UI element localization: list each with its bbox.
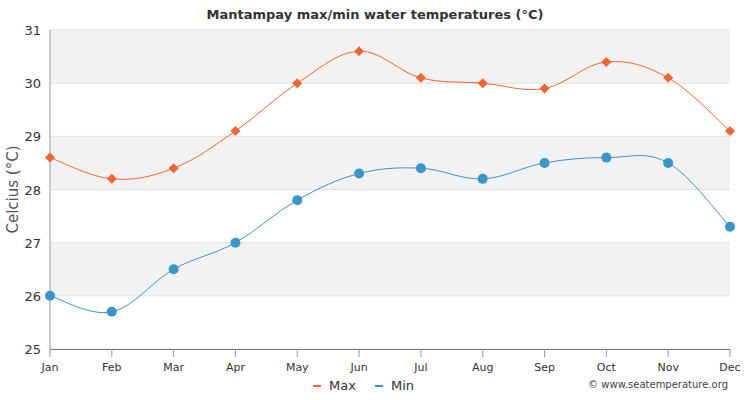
x-tick-label: Feb bbox=[102, 361, 121, 374]
marker bbox=[107, 174, 117, 184]
y-axis-label: Celcius (°C) bbox=[4, 145, 22, 233]
x-tick bbox=[173, 349, 174, 357]
marker bbox=[416, 73, 426, 83]
x-tick-label: Dec bbox=[719, 361, 740, 374]
marker bbox=[725, 222, 735, 232]
marker bbox=[663, 73, 673, 83]
series-line bbox=[50, 156, 730, 313]
grid bbox=[50, 30, 730, 349]
marker bbox=[107, 307, 117, 317]
series-line bbox=[50, 51, 730, 179]
y-tick-label: 29 bbox=[24, 129, 41, 144]
x-tick-label: Nov bbox=[657, 361, 679, 374]
grid-line bbox=[50, 189, 730, 190]
grid-line bbox=[50, 295, 730, 296]
marker bbox=[478, 174, 488, 184]
grid-band bbox=[50, 30, 730, 83]
marker bbox=[45, 153, 55, 163]
chart: 25 26 27 28 29 30 31 Jan Feb Mar Apr May Jun Jul Aug Se… bbox=[0, 0, 750, 400]
x-tick bbox=[482, 349, 483, 357]
x-tick bbox=[668, 349, 669, 357]
x-tick bbox=[235, 349, 236, 357]
plot-area bbox=[45, 46, 735, 317]
legend-swatch bbox=[313, 385, 321, 387]
x-tick-label: Apr bbox=[226, 361, 246, 374]
x-tick bbox=[606, 349, 607, 357]
marker bbox=[540, 83, 550, 93]
x-tick-label: Mar bbox=[163, 361, 184, 374]
marker bbox=[601, 153, 611, 163]
marker bbox=[725, 126, 735, 136]
x-tick bbox=[359, 349, 360, 357]
y-tick-label: 25 bbox=[24, 342, 41, 357]
marker bbox=[354, 169, 364, 179]
legend: Max Min bbox=[313, 378, 414, 393]
grid-line bbox=[50, 136, 730, 137]
marker bbox=[354, 46, 364, 56]
grid-line bbox=[50, 349, 730, 350]
grid-band bbox=[50, 136, 730, 189]
x-tick bbox=[111, 349, 112, 357]
grid-line bbox=[50, 242, 730, 243]
credit: © www.seatemperature.org bbox=[588, 379, 728, 390]
x-tick-label: Jun bbox=[349, 361, 367, 374]
marker bbox=[540, 158, 550, 168]
grid-band bbox=[50, 243, 730, 296]
marker bbox=[169, 264, 179, 274]
legend-label: Min bbox=[391, 378, 414, 393]
marker bbox=[292, 78, 302, 88]
x-tick-label: Aug bbox=[472, 361, 493, 374]
marker bbox=[663, 158, 673, 168]
grid-line bbox=[50, 30, 730, 31]
x-tick-label: Oct bbox=[597, 361, 617, 374]
marker bbox=[45, 291, 55, 301]
x-tick bbox=[544, 349, 545, 357]
marker bbox=[230, 238, 240, 248]
x-tick-label: May bbox=[286, 361, 309, 374]
marker bbox=[478, 78, 488, 88]
title: Mantampay max/min water temperatures (°C… bbox=[207, 7, 544, 22]
y-tick-label: 26 bbox=[24, 289, 41, 304]
marker bbox=[292, 195, 302, 205]
marker bbox=[169, 163, 179, 173]
x-tick bbox=[297, 349, 298, 357]
x-tick-label: Sep bbox=[534, 361, 555, 374]
x-tick bbox=[50, 349, 51, 357]
x-tick bbox=[730, 349, 731, 357]
x-tick-label: Jan bbox=[41, 361, 59, 374]
marker bbox=[416, 163, 426, 173]
y-tick-label: 31 bbox=[24, 23, 41, 38]
x-tick bbox=[420, 349, 421, 357]
legend-swatch bbox=[375, 385, 383, 387]
y-tick-label: 28 bbox=[24, 183, 41, 198]
y-tick-label: 27 bbox=[24, 236, 41, 251]
x-tick-label: Jul bbox=[413, 361, 427, 374]
legend-label: Max bbox=[329, 378, 356, 393]
x-axis bbox=[50, 349, 730, 350]
grid-line bbox=[50, 83, 730, 84]
marker bbox=[601, 57, 611, 67]
y-tick-label: 30 bbox=[24, 76, 41, 91]
marker bbox=[230, 126, 240, 136]
y-axis bbox=[50, 30, 51, 349]
